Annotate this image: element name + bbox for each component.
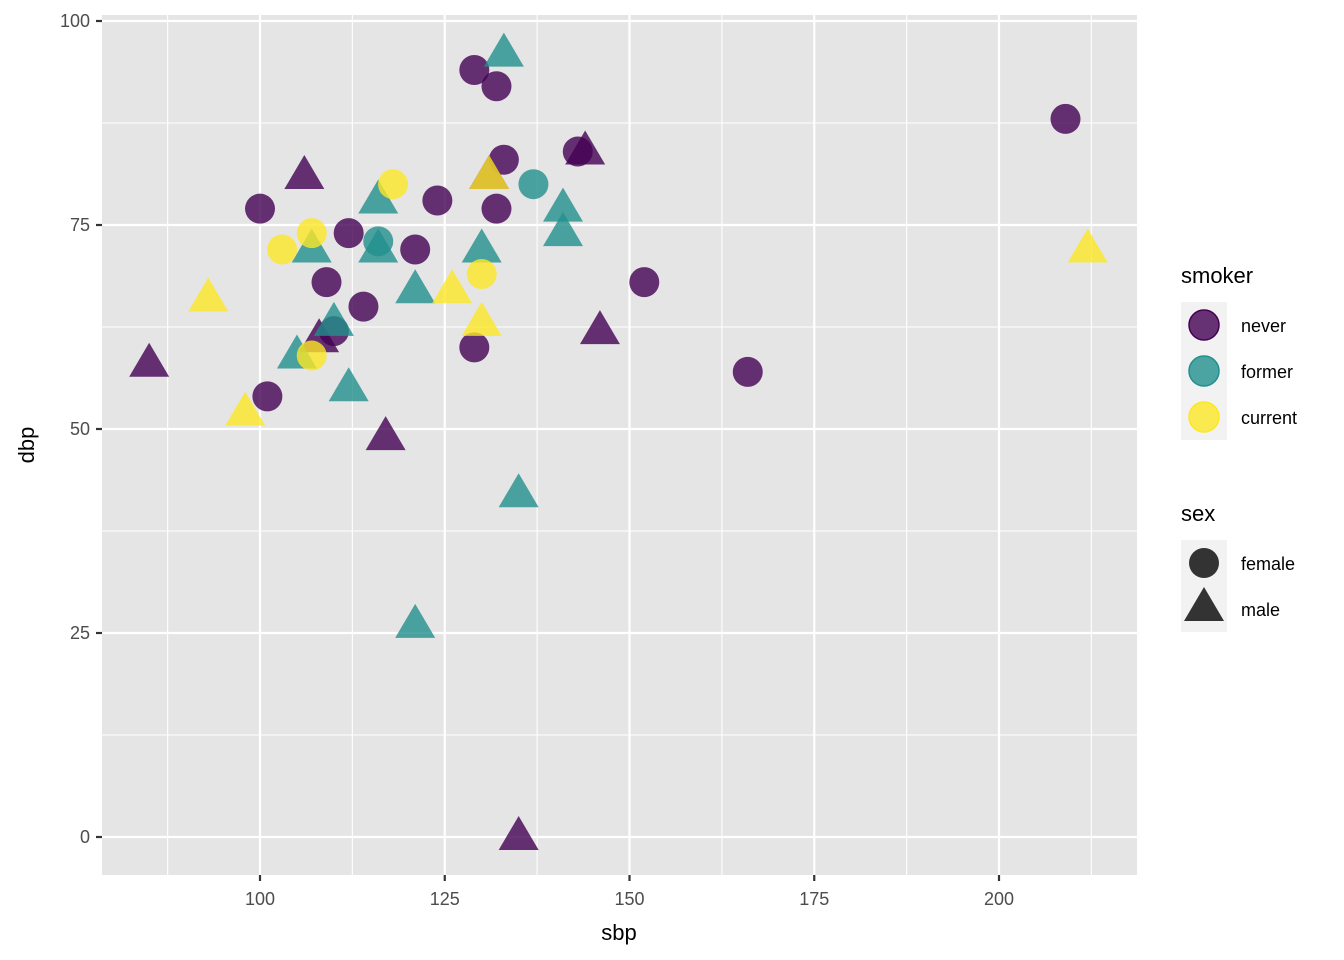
point-triangle-former [542,212,583,247]
point-triangle-never [365,416,406,451]
point-circle-never [488,144,519,175]
point-circle-current [378,169,409,200]
point-circle-never [245,193,275,224]
point-circle-never [422,185,453,216]
point-triangle-former [542,187,583,222]
point-circle-never [1050,103,1081,134]
minor-gridlines [102,15,1137,875]
x-tick-label: 150 [614,889,644,909]
legend-former-swatch [1188,355,1220,387]
point-triangle-former [313,301,354,336]
point-circle-never [459,332,490,363]
legend-never-label: never [1241,316,1286,336]
point-circle-never [333,218,364,249]
point-circle-never [400,234,431,265]
point-triangle-never [579,310,620,345]
point-triangle-former [483,32,524,67]
point-triangle-former [358,179,399,214]
legend-never-swatch [1188,309,1220,341]
x-tick-label: 100 [245,889,275,909]
point-triangle-never [284,155,325,190]
legend-current-swatch [1188,401,1220,433]
legend-female-circle-icon [1189,548,1219,578]
point-triangle-former [328,367,369,402]
point-triangle-former [395,603,436,638]
point-triangle-former [395,269,436,304]
plot-panel [102,15,1137,875]
point-triangle-current [461,301,502,336]
point-circle-current [296,340,327,371]
point-circle-never [348,291,379,322]
point-triangle-former [461,228,502,263]
legend-former-label: former [1241,362,1293,382]
point-triangle-former [358,228,399,263]
point-circle-never [459,54,490,85]
point-circle-current [267,234,298,265]
y-tick-label: 75 [70,215,90,235]
legend-female-label: female [1241,554,1295,574]
point-triangle-current [432,269,473,304]
point-triangle-never [565,130,606,165]
legend-male-label: male [1241,600,1280,620]
y-tick-label: 25 [70,623,90,643]
y-tick-label: 50 [70,419,90,439]
y-axis: 0 25 50 75 100 [60,11,102,847]
x-axis-title: sbp [601,920,636,945]
point-triangle-current [225,391,266,426]
point-triangle-never [498,816,539,850]
point-circle-never [629,267,660,298]
legend-smoker-title: smoker [1181,263,1253,288]
legend-male-triangle-icon [1184,587,1224,621]
y-tick-label: 0 [80,827,90,847]
y-axis-title: dbp [14,427,39,464]
point-triangle-current [188,277,229,312]
point-circle-former [518,169,549,200]
point-circle-never [252,381,283,412]
legend-sex: sex female male [1181,501,1295,632]
point-triangle-never [129,342,170,377]
point-circle-current [296,218,327,249]
point-circle-never [732,356,763,387]
legend-current-label: current [1241,408,1297,428]
point-circle-never [311,267,342,298]
data-points [129,32,1108,850]
point-triangle-former [498,473,539,508]
x-axis: 100 125 150 175 200 [245,875,1014,909]
point-triangle-current [1067,228,1108,263]
legend-smoker: smoker never former current [1181,263,1297,440]
point-circle-never [481,71,512,102]
x-tick-label: 175 [799,889,829,909]
y-tick-label: 100 [60,11,90,31]
x-tick-label: 200 [984,889,1014,909]
point-circle-never [481,193,512,224]
point-triangle-current [469,155,510,190]
legend-sex-title: sex [1181,501,1215,526]
x-tick-label: 125 [430,889,460,909]
point-circle-current [466,258,497,289]
major-gridlines [102,15,1137,875]
